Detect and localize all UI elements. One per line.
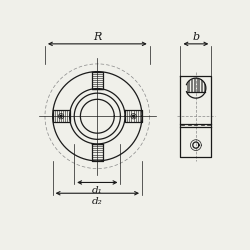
Text: d₁: d₁ bbox=[92, 186, 103, 195]
Circle shape bbox=[132, 115, 134, 117]
Text: d₂: d₂ bbox=[92, 197, 103, 206]
Circle shape bbox=[60, 115, 62, 117]
Text: R: R bbox=[93, 32, 102, 42]
Text: b: b bbox=[192, 32, 200, 42]
